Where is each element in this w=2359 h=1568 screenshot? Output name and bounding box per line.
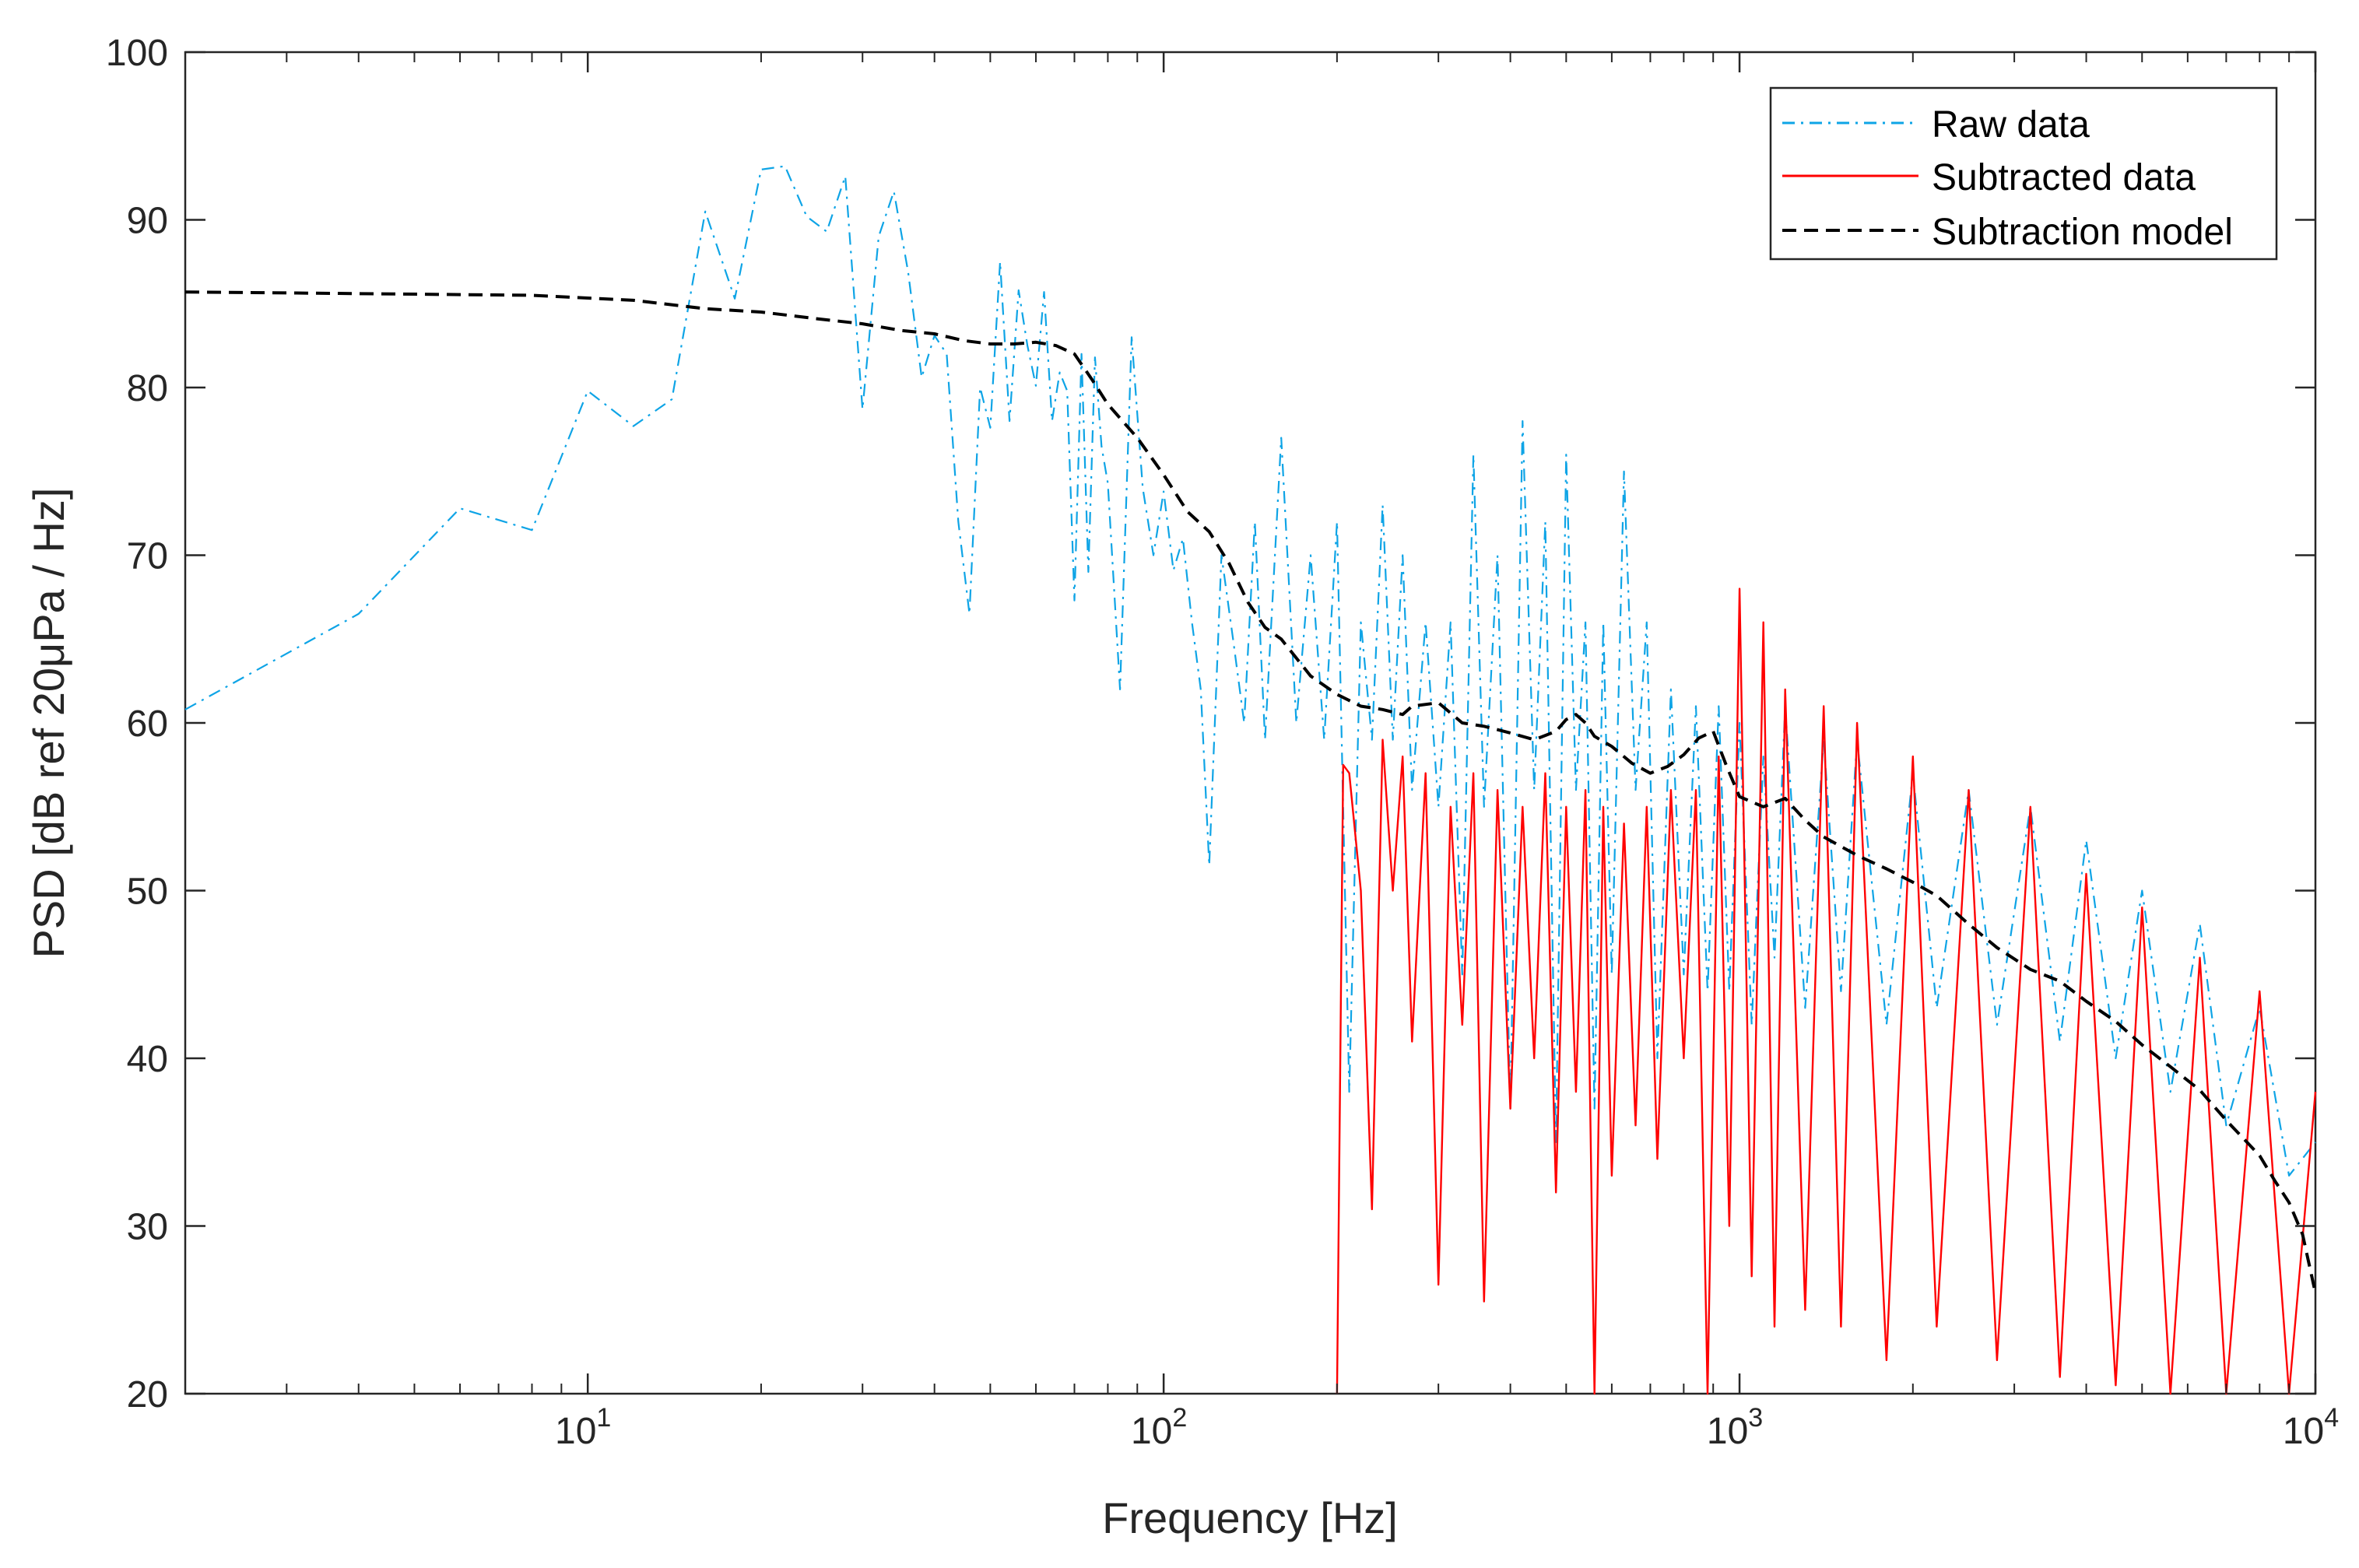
x-axis-title: Frequency [Hz] [1102, 1493, 1398, 1542]
series-raw-data [184, 165, 2316, 1177]
legend-label-subtraction-model: Subtraction model [1932, 212, 2233, 253]
x-tick-label: 102 [1131, 1403, 1187, 1452]
y-tick-label: 100 [106, 33, 168, 74]
y-tick-label: 70 [127, 536, 168, 577]
x-tick-label: 103 [1707, 1403, 1763, 1452]
y-tick-label: 80 [127, 368, 168, 409]
legend: Raw data Subtracted data Subtraction mod… [1769, 86, 2278, 261]
y-tick-label: 60 [127, 703, 168, 745]
legend-label-raw-data: Raw data [1932, 104, 2090, 146]
x-tick-label: 104 [2283, 1403, 2339, 1452]
series-line-subtracted-data [1336, 588, 2317, 1395]
series-layer [184, 165, 2317, 1395]
y-axis-title: PSD [dB ref 20μPa / Hz] [24, 488, 73, 959]
y-tick-label: 90 [127, 201, 168, 242]
x-tick-label: 101 [555, 1403, 611, 1452]
series-subtraction-model [184, 290, 2317, 1294]
legend-label-subtracted-data: Subtracted data [1932, 157, 2196, 198]
y-tick-label: 40 [127, 1039, 168, 1080]
y-tick-label: 20 [127, 1374, 168, 1415]
plot-area: 20 30 40 50 60 70 80 90 100 101 102 103 104 [106, 33, 2339, 1452]
series-line-subtraction-model [184, 290, 2317, 1294]
y-tick-label: 50 [127, 872, 168, 913]
y-tick-label: 30 [127, 1207, 168, 1248]
series-subtracted-data [1336, 588, 2317, 1395]
series-line-raw-data [184, 165, 2316, 1177]
tick-layer: 20 30 40 50 60 70 80 90 100 101 102 103 104 [106, 33, 2339, 1452]
